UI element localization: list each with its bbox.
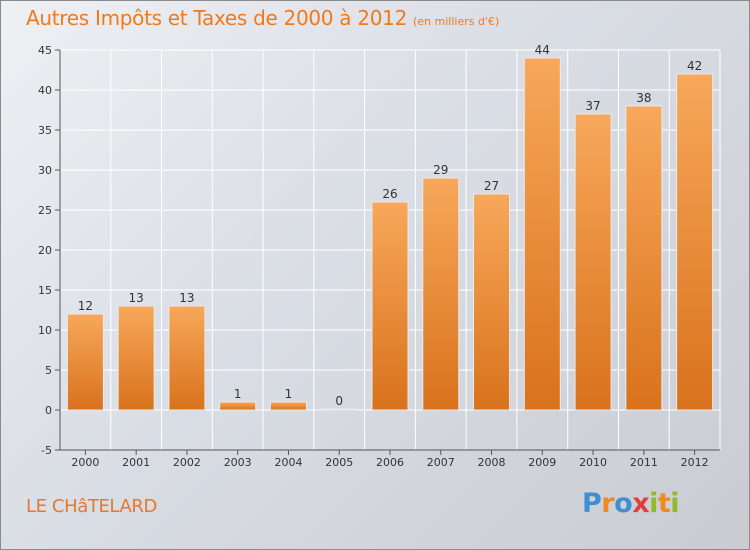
bar-2009 bbox=[523, 57, 561, 411]
data-label: 12 bbox=[78, 299, 93, 313]
bar-2008 bbox=[473, 193, 511, 411]
data-label: 38 bbox=[636, 91, 651, 105]
data-label: 42 bbox=[687, 59, 702, 73]
bar-2010 bbox=[574, 113, 612, 411]
y-tick-label: 20 bbox=[38, 244, 52, 257]
x-tick-label: 2005 bbox=[325, 456, 353, 469]
chart-unit: (en milliers d'€) bbox=[413, 15, 500, 28]
chart-title-block: Autres Impôts et Taxes de 2000 à 2012 (en… bbox=[26, 6, 499, 30]
x-tick-label: 2007 bbox=[427, 456, 455, 469]
data-label: 0 bbox=[335, 394, 343, 408]
x-tick-label: 2003 bbox=[224, 456, 252, 469]
y-tick-label: -5 bbox=[41, 444, 52, 457]
bar-2004 bbox=[269, 401, 307, 411]
bars bbox=[66, 57, 714, 411]
data-label: 1 bbox=[285, 387, 293, 401]
bar-2000 bbox=[66, 313, 104, 411]
data-label: 37 bbox=[585, 99, 600, 113]
y-tick-label: 10 bbox=[38, 324, 52, 337]
data-label: 13 bbox=[129, 291, 144, 305]
data-label: 29 bbox=[433, 163, 448, 177]
x-tick-label: 2010 bbox=[579, 456, 607, 469]
x-tick-label: 2002 bbox=[173, 456, 201, 469]
y-tick-label: 15 bbox=[38, 284, 52, 297]
x-tick-label: 2000 bbox=[71, 456, 99, 469]
data-label: 27 bbox=[484, 179, 499, 193]
y-tick-label: 40 bbox=[38, 84, 52, 97]
y-tick-label: 30 bbox=[38, 164, 52, 177]
x-tick-label: 2009 bbox=[528, 456, 556, 469]
proxiti-logo: Proxiti bbox=[582, 488, 680, 519]
data-labels: 12 13 13 1 1 0 26 29 27 44 37 38 42 bbox=[78, 43, 703, 408]
data-label: 44 bbox=[535, 43, 550, 57]
data-label: 26 bbox=[382, 187, 397, 201]
bar-2011 bbox=[625, 105, 663, 411]
x-tick-label: 2012 bbox=[681, 456, 709, 469]
bar-2006 bbox=[371, 201, 409, 411]
y-tick-label: 35 bbox=[38, 124, 52, 137]
y-tick-label: 0 bbox=[45, 404, 52, 417]
x-tick-label: 2006 bbox=[376, 456, 404, 469]
x-tick-label: 2001 bbox=[122, 456, 150, 469]
bar-2012 bbox=[676, 73, 714, 411]
x-tick-label: 2011 bbox=[630, 456, 658, 469]
data-label: 13 bbox=[179, 291, 194, 305]
bar-2005 bbox=[320, 408, 358, 411]
y-tick-label: 45 bbox=[38, 44, 52, 57]
y-tick-label: 25 bbox=[38, 204, 52, 217]
bar-2001 bbox=[117, 305, 155, 411]
data-label: 1 bbox=[234, 387, 242, 401]
bar-2007 bbox=[422, 177, 460, 411]
x-tick-label: 2008 bbox=[478, 456, 506, 469]
y-tick-label: 5 bbox=[45, 364, 52, 377]
x-tick-label: 2004 bbox=[274, 456, 302, 469]
chart-title: Autres Impôts et Taxes de 2000 à 2012 bbox=[26, 6, 407, 30]
bar-2003 bbox=[219, 401, 257, 411]
location-name: LE CHâTELARD bbox=[26, 496, 157, 517]
bar-2002 bbox=[168, 305, 206, 411]
